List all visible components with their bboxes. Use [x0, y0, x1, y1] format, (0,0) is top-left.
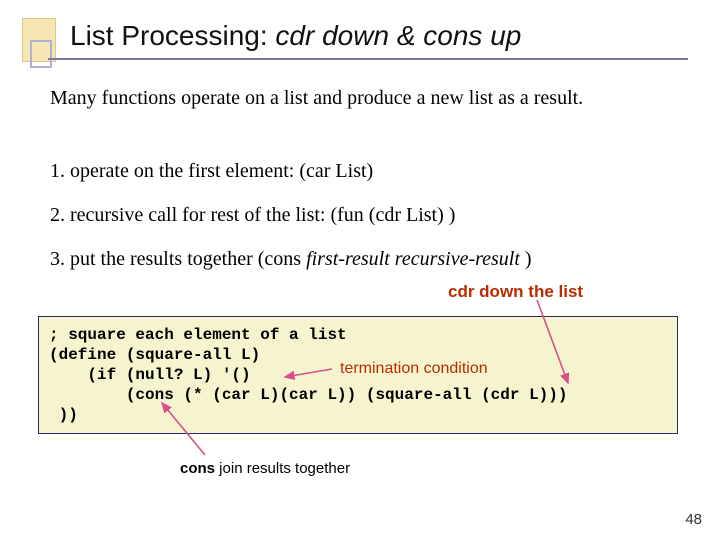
step-3: 3. put the results together (cons first-… — [50, 248, 532, 271]
title-underline — [48, 58, 688, 60]
slide-title: List Processing: cdr down & cons up — [70, 20, 521, 52]
slide-decoration-inner — [30, 40, 52, 68]
step-1: 1. operate on the first element: (car Li… — [50, 160, 373, 183]
cons-join-bold: cons — [180, 460, 215, 477]
termination-condition-label: termination condition — [340, 360, 488, 378]
intro-text: Many functions operate on a list and pro… — [50, 86, 660, 111]
step-3-tail: ) — [525, 248, 532, 270]
cons-join-rest: join results together — [215, 460, 350, 477]
title-italic: cdr down & cons up — [275, 20, 521, 51]
cons-join-label: cons join results together — [180, 460, 350, 477]
cdr-down-label: cdr down the list — [448, 282, 583, 302]
title-plain: List Processing: — [70, 20, 275, 51]
step-2: 2. recursive call for rest of the list: … — [50, 204, 455, 227]
page-number: 48 — [685, 511, 702, 528]
step-3-italic: first-result recursive-result — [306, 248, 525, 270]
step-3-plain: 3. put the results together (cons — [50, 248, 306, 270]
